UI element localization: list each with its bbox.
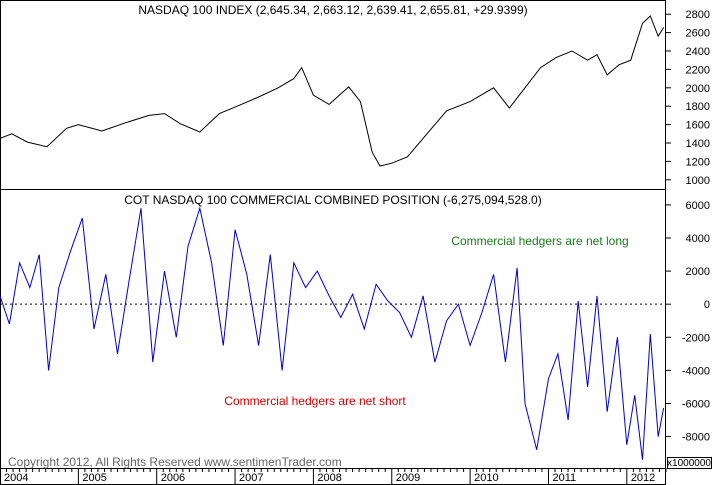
year-label: 2006 (161, 472, 185, 484)
price-panel-title: NASDAQ 100 INDEX (2,645.34, 2,663.12, 2,… (138, 3, 527, 17)
cot-position-line (0, 206, 665, 460)
price-tick-label: 1800 (686, 101, 710, 113)
year-label: 2010 (474, 472, 498, 484)
cot-tick-label: 0 (704, 299, 710, 311)
cot-tick-label: 2000 (686, 266, 710, 278)
year-label: 2011 (552, 472, 576, 484)
x-axis-ticks: 2004 2005 2006 2007 2008 2009 2010 2011 2012 (0, 468, 667, 485)
price-tick-label: 1000 (686, 175, 710, 187)
price-tick-label: 2600 (686, 28, 710, 40)
year-label: 2004 (4, 472, 28, 484)
cot-panel-title: COT NASDAQ 100 COMMERCIAL COMBINED POSIT… (124, 193, 541, 207)
net-long-annotation: Commercial hedgers are net long (451, 234, 628, 248)
price-tick-label: 2000 (686, 83, 710, 95)
year-label: 2007 (239, 472, 263, 484)
cot-tick-label: 6000 (686, 200, 710, 212)
price-tick-label: 2400 (686, 46, 710, 58)
copyright-footer: Copyright 2012, All Rights Reserved www.… (8, 455, 342, 469)
unit-label: x1000000 (667, 458, 711, 469)
price-tick-label: 1200 (686, 156, 710, 168)
cot-tick-label: 4000 (686, 233, 710, 245)
year-label: 2005 (82, 472, 106, 484)
cot-tick-label: -6000 (682, 398, 710, 410)
unit-label-box (667, 457, 712, 469)
year-label: 2009 (396, 472, 420, 484)
cot-tick-label: -2000 (682, 332, 710, 344)
price-y-ticks: 1000 1200 1400 1600 1800 2000 2200 2400 2600 2800 (666, 9, 710, 187)
price-tick-label: 1400 (686, 138, 710, 150)
nasdaq-price-line (0, 15, 665, 167)
cot-tick-label: -4000 (682, 365, 710, 377)
cot-tick-label: -8000 (682, 432, 710, 444)
year-label: 2012 (631, 472, 655, 484)
year-label: 2008 (317, 472, 341, 484)
price-tick-label: 1600 (686, 120, 710, 132)
price-tick-label: 2800 (686, 9, 710, 21)
cot-y-ticks: -8000 -6000 -4000 -2000 0 2000 4000 6000 (666, 200, 710, 444)
price-tick-label: 2200 (686, 64, 710, 76)
net-short-annotation: Commercial hedgers are net short (224, 394, 406, 408)
